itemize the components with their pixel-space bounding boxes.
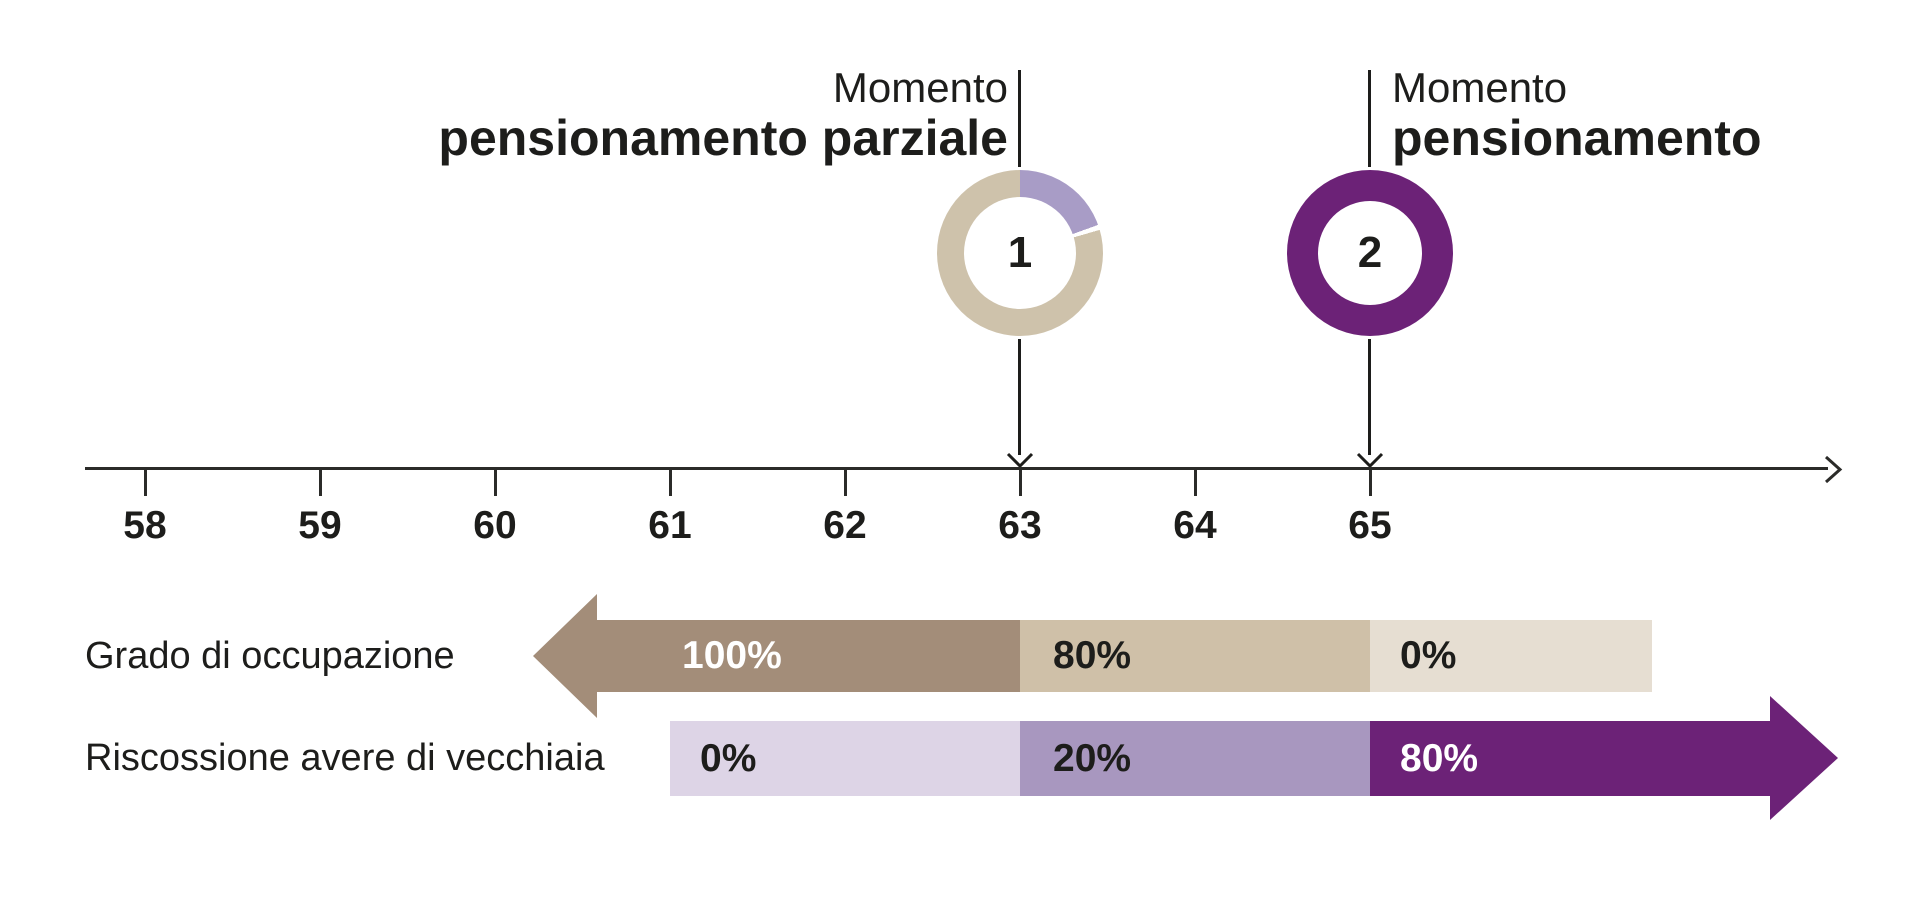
axis-tick-64 [1193, 470, 1197, 496]
bar-segment-value: 0% [700, 736, 757, 780]
bar-segment-value: 80% [1053, 634, 1132, 677]
donut-chart-1: 1 [937, 170, 1103, 336]
arrow-head-left-icon [533, 594, 597, 718]
axis-tick-label-60: 60 [473, 504, 517, 547]
employment-level-bar: 100% 80% 0% [597, 620, 1652, 692]
right-arrow-icon [1825, 455, 1843, 484]
donut-1-marker: 1 [1007, 228, 1033, 277]
bar-segment-riscossione-avere-di-vecchiaia-0%: 0% [670, 721, 1020, 796]
axis-tick-label-61: 61 [648, 504, 692, 547]
event1-title-line2: pensionamento parziale [438, 110, 1008, 166]
axis-tick-label-65: 65 [1348, 504, 1392, 547]
bar-segment-riscossione-avere-di-vecchiaia-20%: 20% [1020, 721, 1370, 796]
axis-tick-65 [1368, 470, 1372, 496]
axis-tick-60 [493, 470, 497, 496]
arrow-head-right-icon [1770, 696, 1838, 820]
asset-withdrawal-label: Riscossione avere di vecchiaia [85, 737, 605, 779]
bar-segment-value: 0% [1400, 634, 1457, 677]
axis-tick-label-59: 59 [298, 504, 342, 547]
donut-1-hole: 1 [964, 197, 1076, 309]
event2-connector-line-bottom [1368, 339, 1371, 455]
bar-segment-grado-di-occupazione-80%: 80% [1020, 620, 1370, 692]
bar-segment-value: 100% [682, 634, 782, 677]
asset-withdrawal-bar: 0% 20% 80% [670, 721, 1770, 796]
donut-chart-2: 2 [1287, 170, 1453, 336]
bar-segment-grado-di-occupazione-100%: 100% [597, 620, 1020, 692]
retirement-title: Momento pensionamento [1392, 64, 1761, 166]
down-arrow-icon [1006, 452, 1034, 469]
event1-connector-line-top [1018, 70, 1021, 167]
axis-tick-62 [843, 470, 847, 496]
axis-tick-label-63: 63 [998, 504, 1042, 547]
bar-segment-value: 80% [1400, 736, 1479, 780]
donut-2-marker: 2 [1357, 228, 1383, 277]
axis-tick-59 [318, 470, 322, 496]
partial-retirement-title: Momento pensionamento parziale [438, 64, 1008, 166]
axis-tick-label-64: 64 [1173, 504, 1217, 547]
event2-title-line1: Momento [1392, 64, 1568, 111]
event2-connector-line-top [1368, 70, 1371, 167]
donut-2-hole: 2 [1318, 201, 1422, 305]
age-axis-line [85, 467, 1828, 470]
axis-tick-63 [1018, 470, 1022, 496]
employment-level-label: Grado di occupazione [85, 635, 455, 677]
bar-segment-value: 20% [1053, 736, 1132, 780]
axis-tick-label-62: 62 [823, 504, 867, 547]
axis-tick-label-58: 58 [123, 504, 167, 547]
axis-tick-61 [668, 470, 672, 496]
event1-title-line1: Momento [832, 64, 1008, 111]
axis-tick-58 [143, 470, 147, 496]
event2-title-line2: pensionamento [1392, 110, 1762, 166]
bar-segment-riscossione-avere-di-vecchiaia-80%: 80% [1370, 721, 1770, 796]
bar-segment-grado-di-occupazione-0%: 0% [1370, 620, 1652, 692]
down-arrow-icon [1356, 452, 1384, 469]
event1-connector-line-bottom [1018, 339, 1021, 455]
